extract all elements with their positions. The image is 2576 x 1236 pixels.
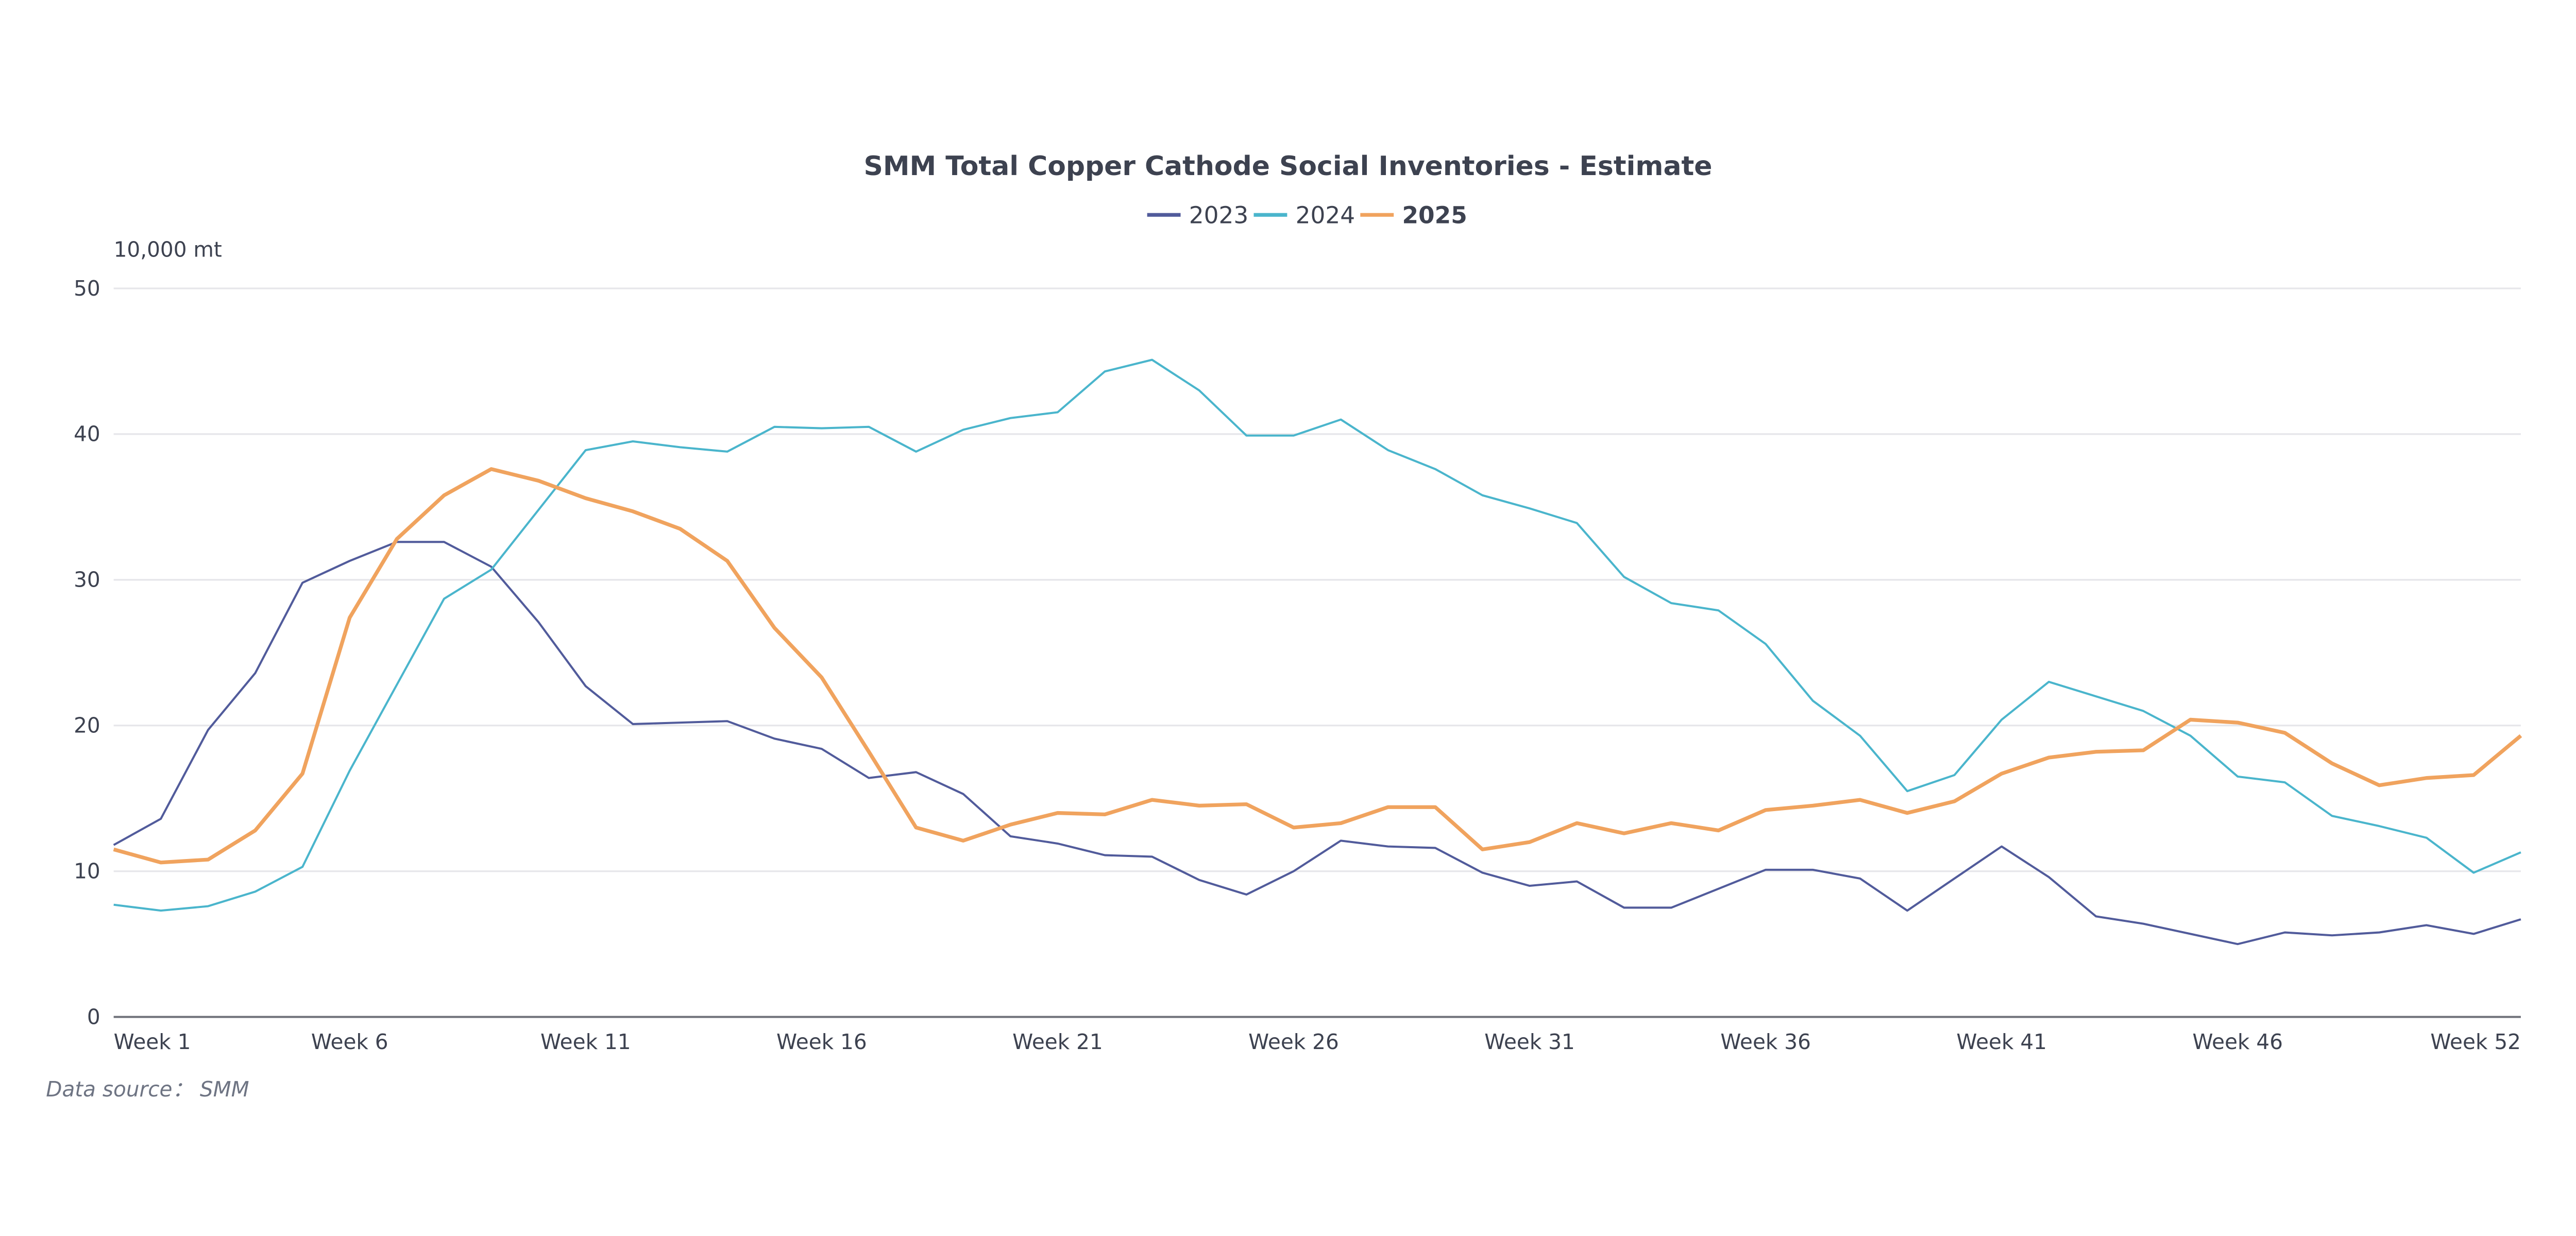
series-line-2024 bbox=[113, 358, 2521, 912]
series-line-2025 bbox=[113, 467, 2522, 865]
y-tick-label: 50 bbox=[74, 276, 100, 301]
x-tick-label: Week 11 bbox=[540, 1029, 631, 1054]
legend-label: 2023 bbox=[1189, 201, 1249, 229]
series-line-2023 bbox=[113, 541, 2521, 946]
grid-lines bbox=[113, 287, 2521, 1018]
x-tick-label: Week 21 bbox=[1012, 1029, 1103, 1054]
y-tick-label: 10 bbox=[74, 859, 100, 884]
data-source-note: Data source： SMM bbox=[46, 1077, 249, 1102]
legend: 2023 2024 2025 bbox=[1147, 201, 1467, 229]
legend-label: 2025 bbox=[1402, 201, 1467, 229]
y-tick-label: 20 bbox=[74, 713, 100, 738]
y-tick-label: 40 bbox=[74, 422, 100, 447]
x-tick-label: Week 31 bbox=[1484, 1029, 1575, 1054]
y-axis-unit-label: 10,000 mt bbox=[114, 237, 222, 262]
x-tick-label: Week 1 bbox=[114, 1029, 191, 1054]
x-tick-label: Week 46 bbox=[2192, 1029, 2283, 1054]
x-tick-label: Week 16 bbox=[776, 1029, 867, 1054]
x-tick-label: Week 6 bbox=[311, 1029, 388, 1054]
y-tick-label: 30 bbox=[74, 568, 100, 592]
legend-item-2023[interactable]: 2023 bbox=[1147, 201, 1249, 229]
y-axis-ticks: 0 10 20 30 40 50 bbox=[74, 276, 100, 1029]
x-tick-label: Week 41 bbox=[1956, 1029, 2047, 1054]
legend-label: 2024 bbox=[1296, 201, 1355, 229]
y-tick-label: 0 bbox=[87, 1004, 100, 1029]
legend-item-2025[interactable]: 2025 bbox=[1360, 201, 1467, 229]
x-tick-label: Week 36 bbox=[1720, 1029, 1811, 1054]
series-lines bbox=[113, 358, 2522, 946]
chart-title: SMM Total Copper Cathode Social Inventor… bbox=[863, 151, 1712, 182]
x-tick-label: Week 26 bbox=[1248, 1029, 1339, 1054]
x-tick-label: Week 52 bbox=[2430, 1029, 2521, 1054]
x-axis-ticks: Week 1 Week 6 Week 11 Week 16 Week 21 Week 26… bbox=[114, 1029, 2521, 1054]
legend-item-2024[interactable]: 2024 bbox=[1253, 201, 1355, 229]
